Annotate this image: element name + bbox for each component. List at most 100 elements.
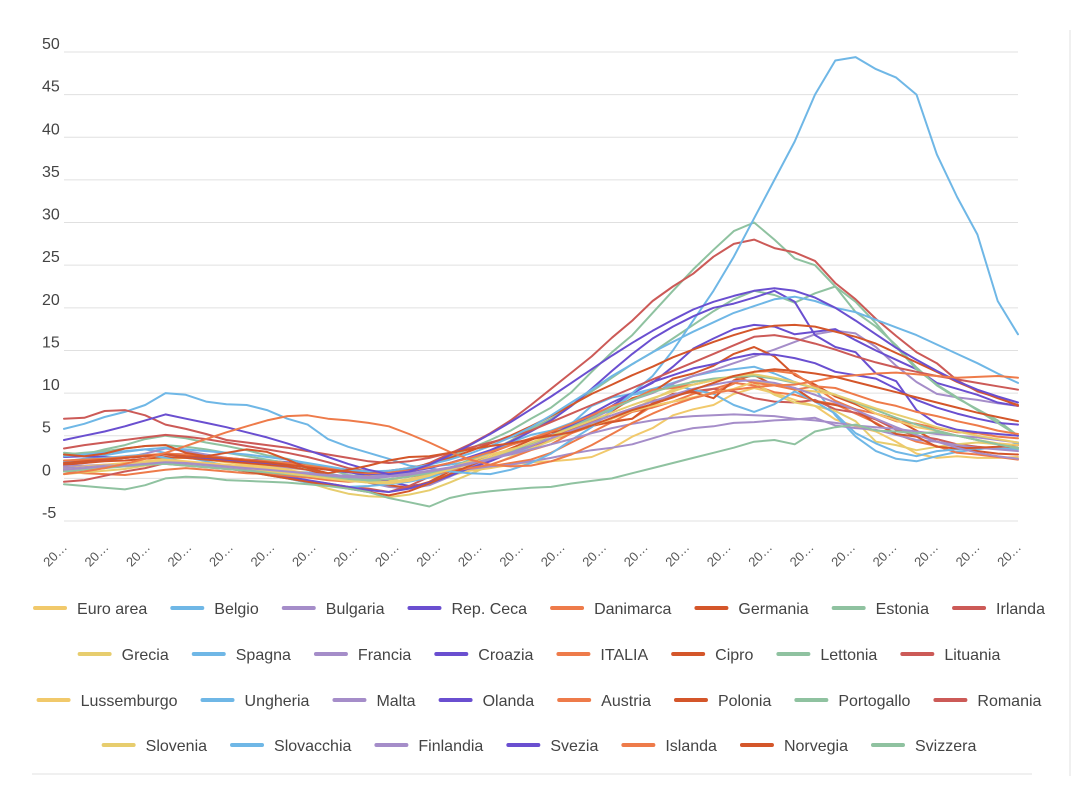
legend-label: Estonia bbox=[876, 601, 929, 618]
x-tick-label: 20… bbox=[745, 540, 775, 570]
legend-item: Francia bbox=[313, 647, 411, 664]
series-line-lituania bbox=[63, 238, 1019, 476]
legend-item: Cipro bbox=[671, 647, 753, 664]
series-line-norvegia bbox=[63, 368, 1019, 475]
x-tick-label: 20… bbox=[289, 540, 319, 570]
x-axis: 20… 20… 20… 20… 20… 20… 20… 20… 20… 20… 20… 20… 20… 2… bbox=[40, 540, 1024, 570]
x-tick-label: 20… bbox=[330, 540, 360, 570]
legend-item: Estonia bbox=[831, 601, 929, 618]
x-tick-label: 20… bbox=[621, 540, 651, 570]
series-line-ungheria bbox=[63, 56, 1019, 476]
legend-label: Austria bbox=[601, 693, 651, 710]
legend-label: Spagna bbox=[236, 647, 291, 664]
legend-label: Danimarca bbox=[594, 601, 671, 618]
x-tick-label: 20… bbox=[82, 540, 112, 570]
x-tick-label: 20… bbox=[828, 540, 858, 570]
series-lines bbox=[63, 56, 1019, 508]
legend-label: Olanda bbox=[483, 693, 535, 710]
legend-item: Polonia bbox=[673, 693, 771, 710]
series-line-lettonia bbox=[63, 285, 1019, 484]
legend-item: Grecia bbox=[77, 647, 169, 664]
legend-item: Slovacchia bbox=[230, 738, 352, 755]
y-tick-label: 50 bbox=[42, 36, 60, 53]
y-tick-label: 25 bbox=[42, 249, 60, 266]
x-tick-label: 20… bbox=[911, 540, 941, 570]
legend-label: Grecia bbox=[122, 647, 169, 664]
series-line-islanda bbox=[63, 371, 1019, 476]
legend-label: Finlandia bbox=[418, 738, 483, 755]
legend-label: Slovacchia bbox=[274, 738, 351, 755]
legend-item: Lituania bbox=[900, 647, 1000, 664]
y-tick-label: 40 bbox=[42, 121, 60, 138]
legend-item: Danimarca bbox=[550, 601, 672, 618]
legend-label: Lituania bbox=[944, 647, 1000, 664]
x-tick-label: 20… bbox=[372, 540, 402, 570]
x-tick-label: 20… bbox=[704, 540, 734, 570]
legend-label: Svezia bbox=[550, 738, 598, 755]
series-line-finlandia bbox=[63, 379, 1019, 478]
legend-item: Norvegia bbox=[739, 738, 848, 755]
x-tick-label: 20… bbox=[40, 540, 70, 570]
legend-label: Lussemburgo bbox=[81, 693, 178, 710]
y-tick-label: 15 bbox=[42, 334, 60, 351]
y-tick-label: 35 bbox=[42, 164, 60, 181]
series-line-danimarca bbox=[63, 381, 1019, 479]
legend-item: Slovenia bbox=[101, 738, 207, 755]
legend-item: Belgio bbox=[170, 601, 259, 618]
y-tick-label: 30 bbox=[42, 207, 60, 224]
x-tick-label: 20… bbox=[496, 540, 526, 570]
legend-label: Romania bbox=[977, 693, 1041, 710]
legend-label: Islanda bbox=[665, 738, 717, 755]
legend-item: Croazia bbox=[434, 647, 534, 664]
legend-item: Romania bbox=[933, 693, 1042, 710]
x-tick-label: 20… bbox=[123, 540, 153, 570]
legend-item: Bulgaria bbox=[281, 601, 385, 618]
legend-label: Polonia bbox=[718, 693, 771, 710]
legend-item: Finlandia bbox=[374, 738, 483, 755]
series-line-svizzera bbox=[63, 423, 1019, 508]
gridlines bbox=[64, 51, 1018, 522]
series-line-estonia bbox=[63, 221, 1019, 478]
legend-label: Germania bbox=[738, 601, 808, 618]
legend-item: Germania bbox=[694, 601, 809, 618]
legend-label: Norvegia bbox=[784, 738, 848, 755]
legend-label: Lettonia bbox=[820, 647, 877, 664]
legend-item: Svizzera bbox=[870, 738, 976, 755]
legend: Euro area Belgio Bulgaria Rep. Ceca Danimarc… bbox=[33, 601, 1045, 755]
legend-label: Svizzera bbox=[915, 738, 976, 755]
legend-item: Lettonia bbox=[776, 647, 877, 664]
x-tick-label: 20… bbox=[870, 540, 900, 570]
legend-item: Euro area bbox=[33, 601, 147, 618]
legend-item: Ungheria bbox=[200, 693, 310, 710]
legend-item: Malta bbox=[332, 693, 416, 710]
y-tick-label: 5 bbox=[42, 420, 51, 437]
legend-label: Portogallo bbox=[838, 693, 910, 710]
series-line-svezia bbox=[63, 287, 1019, 476]
legend-label: Bulgaria bbox=[326, 601, 385, 618]
legend-item: Svezia bbox=[506, 738, 598, 755]
legend-item: Austria bbox=[557, 693, 651, 710]
legend-item: Rep. Ceca bbox=[407, 601, 527, 618]
y-tick-label: 0 bbox=[42, 462, 51, 479]
x-tick-label: 20… bbox=[165, 540, 195, 570]
legend-label: Francia bbox=[358, 647, 411, 664]
y-tick-label: 20 bbox=[42, 292, 60, 309]
legend-label: Malta bbox=[376, 693, 415, 710]
x-tick-label: 20… bbox=[994, 540, 1024, 570]
legend-item: Portogallo bbox=[794, 693, 911, 710]
x-tick-label: 20… bbox=[247, 540, 277, 570]
legend-label: Slovenia bbox=[146, 738, 207, 755]
legend-item: Spagna bbox=[191, 647, 291, 664]
legend-label: Belgio bbox=[214, 601, 259, 618]
y-tick-label: 10 bbox=[42, 377, 60, 394]
legend-item: Lussemburgo bbox=[36, 693, 178, 710]
series-line-romania bbox=[63, 334, 1019, 464]
legend-item: ITALIA bbox=[556, 647, 648, 664]
legend-item: Olanda bbox=[438, 693, 535, 710]
y-tick-label: -5 bbox=[42, 505, 56, 522]
x-tick-label: 20… bbox=[455, 540, 485, 570]
legend-item: Irlanda bbox=[952, 601, 1045, 618]
legend-label: ITALIA bbox=[600, 647, 648, 664]
